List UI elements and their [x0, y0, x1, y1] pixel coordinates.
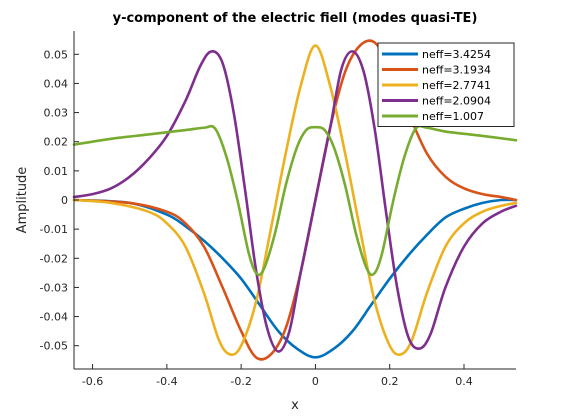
x-tick-label: -0.2	[230, 375, 251, 388]
series-line-4	[72, 124, 518, 277]
x-tick-label: 0	[312, 375, 319, 388]
x-tick-label: -0.4	[156, 375, 177, 388]
legend-label-1: neff=3.1934	[422, 64, 491, 77]
chart-title: y-component of the electric fiell (modes…	[113, 11, 478, 26]
legend-label-0: neff=3.4254	[422, 48, 491, 61]
y-axis-title: Amplitude	[15, 167, 30, 234]
legend-label-4: neff=1.007	[422, 110, 484, 123]
y-tick-label: -0.01	[40, 223, 68, 236]
series-layer	[72, 39, 518, 361]
y-tick-label: -0.04	[40, 311, 68, 324]
y-tick-label: 0.02	[44, 136, 69, 149]
x-tick-label: -0.6	[82, 375, 103, 388]
x-tick-label: 0.2	[381, 375, 399, 388]
x-tick-label: 0.4	[455, 375, 473, 388]
legend: neff=3.4254 neff=3.1934 neff=2.7741 neff=2.…	[377, 42, 515, 127]
x-axis-title: x	[291, 398, 299, 413]
series-line-2	[72, 44, 518, 357]
y-tick-label: -0.02	[40, 252, 68, 265]
y-tick-label: 0.03	[44, 107, 69, 120]
y-tick-label: -0.03	[40, 281, 68, 294]
series-line-3	[72, 50, 518, 353]
y-tick-label: 0.04	[44, 77, 69, 90]
axes-layer: -0.6 -0.4 -0.2 0 0.2 0.4 0.05 0.04 0.03 0.02 0.01 0…	[40, 31, 516, 388]
y-tick-label: 0.01	[44, 165, 69, 178]
legend-label-2: neff=2.7741	[422, 79, 491, 92]
y-tick-label: 0.05	[44, 48, 69, 61]
y-tick-label: 0	[61, 194, 68, 207]
legend-label-3: neff=2.0904	[422, 95, 491, 108]
y-tick-label: -0.05	[40, 340, 68, 353]
